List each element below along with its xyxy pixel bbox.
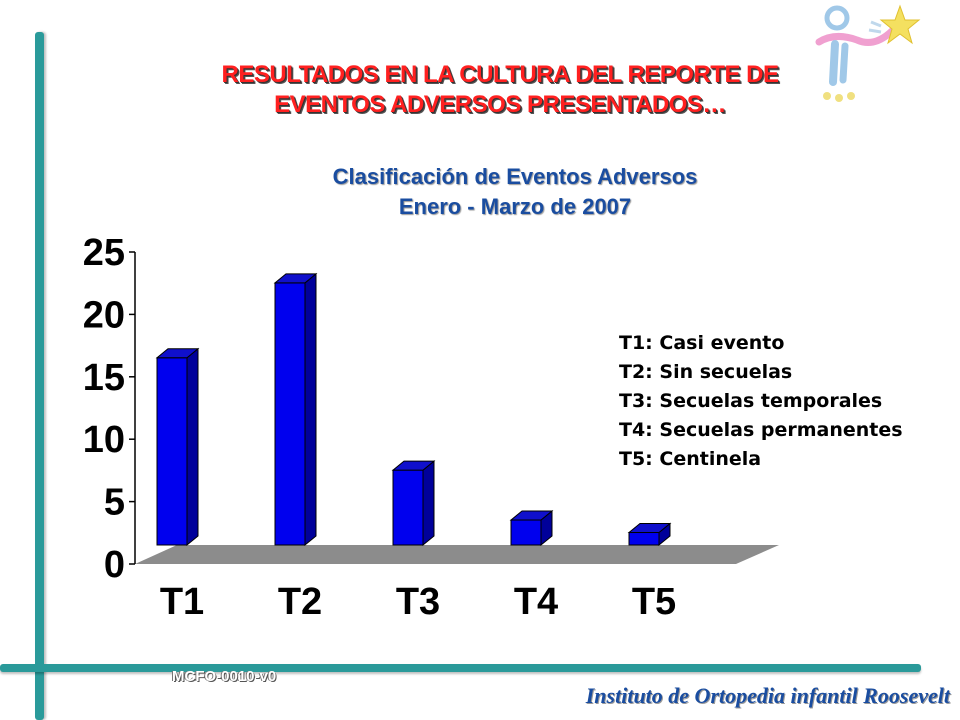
slide-title-line-2: EVENTOS ADVERSOS PRESENTADOS… (274, 91, 726, 118)
bottom-accent-bar (0, 664, 921, 672)
legend-item-t3: T3: Secuelas temporales (619, 390, 883, 412)
chart-legend: T1: Casi evento T2: Sin secuelas T3: Sec… (619, 329, 903, 474)
y-tick-label: 20 (83, 294, 125, 336)
y-tick-label: 0 (104, 544, 125, 586)
slide-title-line-1: RESULTADOS EN LA CULTURA DEL REPORTE DE (221, 61, 779, 88)
document-code: MCFO-0010-v0 (172, 668, 277, 685)
legend-item-t4: T4: Secuelas permanentes (619, 419, 903, 441)
bar-t1 (155, 347, 200, 547)
y-tick-label: 5 (104, 482, 125, 524)
slide-title: RESULTADOS EN LA CULTURA DEL REPORTE DE … (140, 60, 860, 120)
bar-t4 (509, 509, 554, 547)
x-tick-label-t1: T1 (160, 581, 204, 623)
bar-t2 (273, 272, 318, 547)
chart-subtitle: Enero - Marzo de 2007 (398, 194, 632, 219)
x-tick-label-t4: T4 (514, 581, 558, 623)
legend-item-t5: T5: Centinela (619, 448, 762, 470)
left-accent-bar (35, 32, 44, 720)
y-tick-label: 25 (83, 232, 125, 274)
x-tick-label-t2: T2 (278, 581, 322, 623)
bar-t3 (391, 460, 436, 547)
bar-t5 (627, 522, 672, 547)
x-tick-label-t3: T3 (396, 581, 440, 623)
chart-floor (135, 545, 779, 564)
logo-icon (815, 4, 921, 102)
chart-title: Clasificación de Eventos Adversos Enero … (215, 162, 815, 222)
y-tick-label: 10 (83, 419, 125, 461)
legend-item-t1: T1: Casi evento (619, 332, 785, 354)
y-tick-label: 15 (83, 357, 125, 399)
legend-item-t2: T2: Sin secuelas (619, 361, 793, 383)
chart-title-main: Clasificación de Eventos Adversos (332, 164, 698, 189)
x-tick-label-t5: T5 (632, 581, 676, 623)
institution-name: Instituto de Ortopedia infantil Roosevel… (585, 683, 950, 708)
